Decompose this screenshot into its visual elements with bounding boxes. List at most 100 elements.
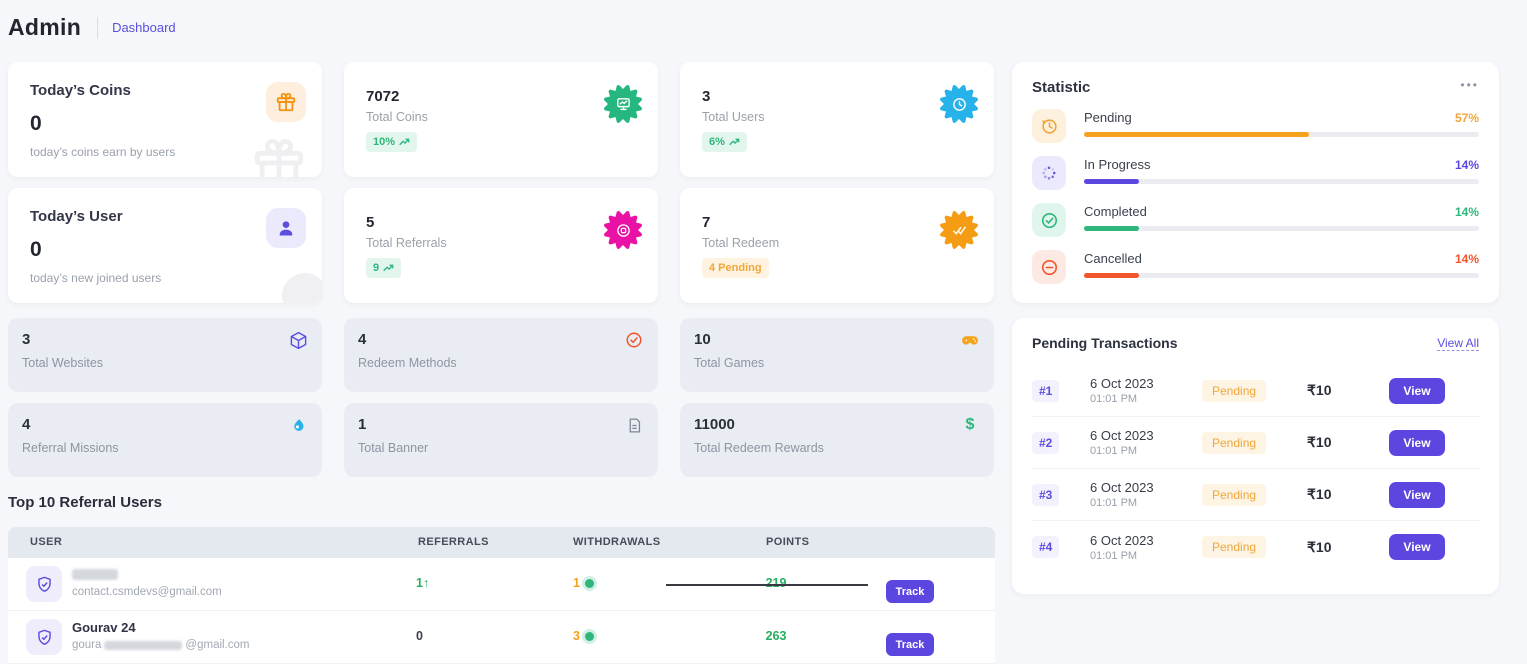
transaction-date: 6 Oct 2023 [1090, 376, 1154, 391]
col-withdrawals: WITHDRAWALS [573, 536, 661, 548]
points-value: 263 [765, 629, 787, 643]
transaction-amount: ₹10 [1307, 434, 1332, 450]
transaction-time: 01:01 PM [1090, 549, 1138, 562]
col-points: POINTS [766, 536, 810, 548]
gift-watermark-icon [250, 134, 308, 177]
referral-table-title: Top 10 Referral Users [8, 494, 162, 511]
file-icon [624, 415, 644, 435]
referral-table-body: contact.csmdevs@gmail.com 1↑ 1 219 Track… [8, 558, 995, 664]
card-total-redeem: 7 Total Redeem 4 Pending [680, 188, 994, 303]
view-button[interactable]: View [1389, 377, 1445, 404]
col-user: USER [30, 536, 63, 548]
track-button[interactable]: Track [886, 633, 934, 656]
stat-label: In Progress [1084, 157, 1151, 172]
green-dot-icon [584, 631, 594, 641]
stat-percent: 57% [1454, 111, 1479, 125]
circle-watermark [282, 273, 322, 303]
card-total-coins: 7072 Total Coins 10% [344, 62, 658, 177]
avatar [26, 566, 62, 602]
mini-value: 4 [22, 416, 31, 433]
user-email: contact.csmdevs@gmail.com [72, 586, 222, 598]
card-total-referrals: 5 Total Referrals 9 [344, 188, 658, 303]
transaction-row: #1 6 Oct 2023 01:01 PM Pending ₹10 View [1032, 365, 1479, 417]
stat-percent: 14% [1454, 158, 1479, 172]
pending-transactions-panel: Pending Transactions View All #1 6 Oct 2… [1012, 318, 1499, 594]
user-icon [266, 208, 306, 248]
check-circle-icon [1032, 203, 1066, 237]
header-divider [97, 16, 99, 39]
card-todays-user: Today’s User 0 today’s new joined users [8, 188, 322, 303]
card-todays-coins: Today’s Coins 0 today’s coins earn by us… [8, 62, 322, 177]
page-header: Admin Dashboard [8, 14, 176, 41]
more-menu-icon[interactable]: ••• [1460, 78, 1479, 92]
gift-icon [266, 82, 306, 122]
transaction-time: 01:01 PM [1090, 393, 1138, 405]
status-badge: Pending [1202, 431, 1267, 454]
strikethrough-line [666, 584, 868, 586]
breadcrumb-dashboard[interactable]: Dashboard [112, 20, 176, 35]
stat-percent: 14% [1454, 205, 1479, 219]
status-badge: Pending [1202, 379, 1267, 402]
view-button[interactable]: View [1389, 534, 1445, 560]
statistic-row-completed: Completed 14% [1032, 203, 1479, 237]
mini-label: Total Banner [358, 441, 429, 455]
dollar-icon: $ [965, 416, 975, 433]
card-value: 7072 [366, 88, 400, 105]
statistic-title: Statistic [1032, 79, 1091, 96]
mini-label: Total Redeem Rewards [694, 441, 824, 455]
transaction-time: 01:01 PM [1090, 445, 1138, 457]
withdrawals-value: 1 [573, 576, 594, 590]
statistic-row-pending: Pending 57% [1032, 109, 1479, 143]
view-all-link[interactable]: View All [1437, 336, 1479, 351]
transaction-time: 01:01 PM [1090, 497, 1138, 509]
transaction-id: #1 [1032, 379, 1060, 402]
redeem-seal-icon [940, 211, 978, 249]
green-dot-icon [584, 578, 594, 588]
arrow-up-icon: ↑ [422, 576, 430, 590]
stat-percent: 14% [1454, 252, 1479, 266]
gamepad-icon [960, 330, 980, 350]
trend-up-icon [383, 264, 394, 272]
card-value: 5 [366, 214, 375, 231]
mini-value: 11000 [694, 416, 735, 433]
stat-label: Pending [1084, 110, 1132, 125]
card-subtitle: today’s new joined users [30, 271, 162, 285]
transaction-amount: ₹10 [1307, 538, 1332, 555]
transaction-date: 6 Oct 2023 [1090, 480, 1154, 495]
view-button[interactable]: View [1389, 429, 1445, 456]
trend-badge: 6% [702, 132, 747, 152]
card-label: Total Referrals [366, 236, 447, 250]
referral-row: contact.csmdevs@gmail.com 1↑ 1 219 Track [8, 558, 995, 611]
progress-track [1084, 273, 1479, 278]
mini-card-total-websites: 3 Total Websites [8, 318, 322, 392]
mini-card-total-games: 10 Total Games [680, 318, 994, 392]
progress-fill [1084, 179, 1140, 184]
statistic-row-cancelled: Cancelled 14% [1032, 250, 1479, 284]
mini-label: Redeem Methods [358, 356, 457, 370]
trend-up-icon [399, 138, 410, 146]
track-button[interactable]: Track [886, 580, 934, 603]
transaction-id: #4 [1032, 536, 1060, 558]
mini-value: 10 [694, 331, 711, 348]
progress-fill [1084, 132, 1310, 137]
statistic-row-in-progress: In Progress 14% [1032, 156, 1479, 190]
shield-check-icon [37, 629, 51, 645]
spinner-icon [1032, 156, 1066, 190]
referral-table-header: USER REFERRALS WITHDRAWALS POINTS [8, 527, 995, 558]
referrals-seal-icon [604, 211, 642, 249]
mini-card-referral-missions: 4 Referral Missions [8, 403, 322, 477]
mini-label: Total Games [694, 356, 765, 370]
redacted-user-name [72, 569, 118, 580]
progress-fill [1084, 226, 1140, 231]
referral-row: Gourav 24 goura @gmail.com 0 3 263 Track [8, 611, 995, 664]
users-seal-icon [940, 85, 978, 123]
card-label: Total Coins [366, 110, 428, 124]
stat-label: Completed [1084, 204, 1147, 219]
transaction-date: 6 Oct 2023 [1090, 532, 1154, 548]
user-name: Gourav 24 [72, 620, 136, 635]
mission-drop-icon [288, 415, 308, 435]
avatar [26, 619, 62, 655]
trend-badge: 10% [366, 132, 418, 152]
view-button[interactable]: View [1389, 481, 1445, 508]
